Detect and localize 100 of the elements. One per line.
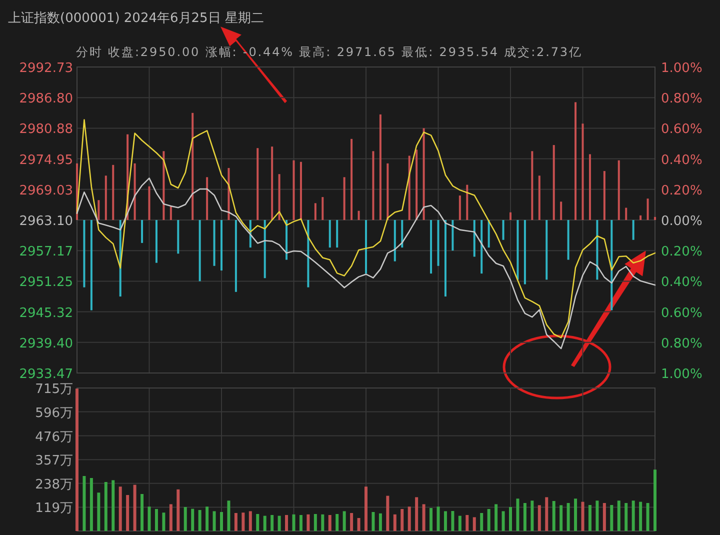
bar xyxy=(118,486,122,531)
y2-tick-label: 0.20% xyxy=(661,183,702,198)
y-tick-label: 476万 xyxy=(35,430,73,445)
bar xyxy=(372,512,375,531)
bar xyxy=(444,220,446,296)
bar xyxy=(242,512,245,531)
y2-tick-label: 0.20% xyxy=(661,244,702,260)
bar xyxy=(220,512,223,531)
bar xyxy=(256,148,259,220)
y-tick-label: 2969.03 xyxy=(19,183,73,198)
bar xyxy=(617,500,620,531)
bar xyxy=(206,506,209,531)
line-series xyxy=(76,119,656,338)
bar xyxy=(154,509,158,531)
bar xyxy=(545,497,548,531)
bar xyxy=(472,517,476,531)
bar xyxy=(169,504,172,531)
bar xyxy=(234,220,237,292)
bar xyxy=(343,177,346,220)
bar xyxy=(574,498,578,531)
bar xyxy=(198,220,201,282)
bar xyxy=(336,514,339,531)
bar xyxy=(328,220,331,248)
bar xyxy=(502,220,504,240)
y-tick-label: 2980.88 xyxy=(19,122,73,138)
bar xyxy=(646,198,649,220)
bar xyxy=(314,203,316,220)
bar xyxy=(452,220,454,251)
bar xyxy=(654,470,656,531)
bar xyxy=(140,494,144,531)
bar xyxy=(141,220,144,243)
bar xyxy=(430,220,432,274)
bar xyxy=(155,220,158,263)
y-tick-label: 2939.40 xyxy=(19,336,73,352)
y2-tick-label: 0.60% xyxy=(661,306,702,321)
y-tick-label: 2951.25 xyxy=(19,275,73,290)
bar xyxy=(430,508,433,531)
bar xyxy=(502,511,505,531)
bar xyxy=(444,511,447,531)
bar xyxy=(400,509,404,531)
y2-tick-label: 0.00% xyxy=(661,214,702,229)
y-tick-label: 2933.47 xyxy=(19,367,73,382)
bar xyxy=(264,220,266,278)
bar xyxy=(523,503,526,531)
bar xyxy=(170,206,172,220)
y-tick-label: 2963.10 xyxy=(19,214,73,229)
y2-tick-label: 1.00% xyxy=(661,367,702,382)
bar xyxy=(148,186,150,220)
bar xyxy=(270,515,274,531)
bar xyxy=(393,514,396,531)
bar xyxy=(530,500,534,531)
bar xyxy=(350,138,353,220)
bar xyxy=(133,484,136,531)
bar xyxy=(97,492,100,531)
bar xyxy=(552,501,556,531)
y2-tick-label: 1.00% xyxy=(661,61,702,76)
y-tick-label: 357万 xyxy=(35,454,73,469)
bar xyxy=(292,160,295,220)
chart-title: 上证指数(000001) 2024年6月25日 星期二 xyxy=(8,11,264,26)
bar xyxy=(560,202,562,220)
bar xyxy=(83,220,86,288)
bar xyxy=(639,502,642,531)
bar xyxy=(286,220,288,260)
y-tick-label: 238万 xyxy=(35,477,73,492)
bar xyxy=(394,220,396,262)
bar xyxy=(184,507,187,531)
bar xyxy=(632,500,635,531)
bar xyxy=(234,513,238,531)
bar xyxy=(342,511,346,531)
bar xyxy=(112,480,115,531)
bar xyxy=(328,515,332,531)
bar xyxy=(574,102,577,220)
bar xyxy=(538,505,541,531)
bar xyxy=(531,151,534,220)
bar xyxy=(299,515,302,531)
bar xyxy=(610,220,613,310)
bar xyxy=(364,486,368,531)
bar xyxy=(372,151,374,220)
bar xyxy=(538,176,540,220)
bar xyxy=(162,512,166,531)
bar xyxy=(314,514,317,531)
y-tick-label: 715万 xyxy=(35,382,73,397)
y-tick-label: 2957.17 xyxy=(19,244,73,260)
bar xyxy=(278,174,280,220)
bar xyxy=(365,220,367,274)
bar xyxy=(162,151,165,220)
bar xyxy=(654,216,656,220)
line-series xyxy=(76,178,656,350)
bar xyxy=(516,220,519,280)
y-tick-label: 2945.32 xyxy=(19,306,73,321)
bar xyxy=(212,511,216,531)
bar xyxy=(177,220,180,254)
bar xyxy=(596,220,598,280)
bar xyxy=(263,516,266,531)
bar xyxy=(213,220,216,266)
bar xyxy=(466,184,468,220)
bar xyxy=(256,514,260,531)
bar xyxy=(220,220,222,270)
bar xyxy=(588,154,591,220)
bar xyxy=(278,516,281,531)
